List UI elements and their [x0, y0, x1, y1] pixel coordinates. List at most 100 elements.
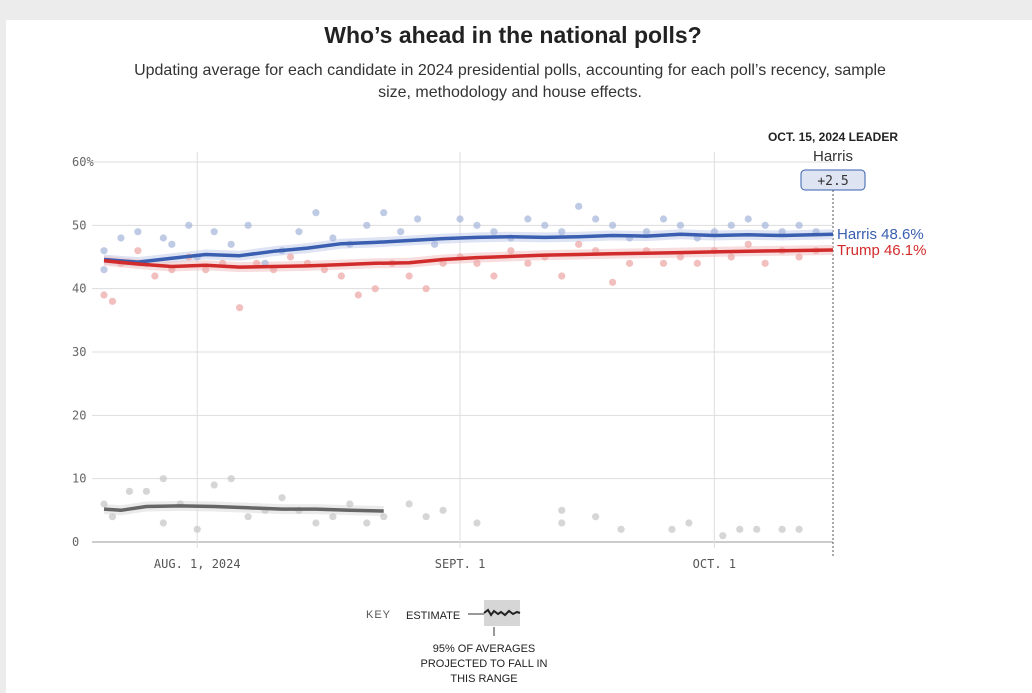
leader-margin-badge: [800, 169, 866, 191]
harris-poll-dot: [761, 221, 769, 229]
harris-poll-dot: [609, 221, 617, 229]
harris-poll-dot: [134, 228, 142, 236]
kennedy-poll-dot: [558, 506, 566, 514]
trump-poll-dot: [676, 253, 685, 261]
trump-poll-dot: [286, 253, 295, 261]
harris-poll-dot: [558, 228, 566, 236]
y-tick-label: 0: [72, 535, 79, 549]
harris-poll-dot: [676, 221, 685, 229]
x-tick-label: OCT. 1: [693, 557, 736, 571]
kennedy-poll-dot: [736, 525, 744, 533]
kennedy-poll-dot: [244, 513, 252, 521]
kennedy-trend-line: [103, 504, 384, 513]
leader-margin: +2.5: [817, 174, 848, 189]
kennedy-poll-dot: [439, 506, 447, 514]
kennedy-poll-dot: [312, 519, 320, 527]
harris-poll-dot: [168, 240, 176, 248]
harris-poll-dot: [473, 221, 481, 229]
kennedy-poll-dot: [346, 500, 354, 508]
kennedy-poll-dot: [753, 525, 761, 533]
kennedy-poll-dot: [473, 519, 481, 527]
kennedy-poll-dot: [210, 481, 218, 489]
trump-poll-dot: [354, 291, 362, 299]
trump-poll-dot: [422, 285, 430, 293]
y-tick-label: 50: [72, 218, 86, 232]
trump-poll-dot: [337, 272, 345, 280]
trump-poll-dot: [151, 272, 159, 280]
kennedy-poll-dot: [685, 519, 693, 527]
kennedy-poll-dot: [278, 494, 286, 502]
harris-poll-dot: [100, 266, 108, 274]
harris-poll-dot: [642, 228, 651, 236]
harris-poll-dot: [363, 221, 371, 229]
y-tick-label: 20: [72, 408, 86, 422]
harris-poll-dot: [414, 215, 422, 223]
trump-trend-line: [103, 248, 834, 269]
trump-poll-dot: [761, 259, 769, 267]
trump-poll-dot: [108, 297, 117, 305]
harris-band: [104, 229, 833, 268]
grid-layer: [92, 152, 834, 558]
harris-poll-dot: [659, 215, 668, 223]
y-tick-label: 10: [72, 472, 86, 486]
harris-end-label: Harris 48.6%: [837, 226, 924, 243]
harris-poll-dot: [490, 228, 498, 236]
kennedy-poll-dot: [719, 532, 727, 540]
harris-poll-dot: [210, 228, 218, 236]
key-range-line-3: THIS RANGE: [450, 673, 517, 685]
leader-box: OCT. 15, 2024 LEADER Harris +2.5: [768, 130, 898, 191]
page-subtitle: Updating average for each candidate in 2…: [134, 62, 886, 101]
harris-poll-dot: [430, 240, 439, 248]
trump-poll-dot: [744, 240, 752, 248]
trump-poll-dot: [625, 259, 634, 267]
harris-poll-dot: [575, 202, 583, 210]
key-range-line-1: 95% OF AVERAGES: [433, 643, 536, 655]
kennedy-poll-dot: [558, 519, 566, 527]
harris-poll-dot: [117, 234, 125, 242]
harris-poll-dot: [244, 221, 252, 229]
trump-poll-dot: [439, 259, 447, 267]
confidence-band-layer: [104, 229, 833, 516]
key-estimate-label: ESTIMATE: [406, 610, 460, 622]
chart-key: KEY ESTIMATE 95% OF AVERAGES PROJECTED T…: [366, 600, 548, 685]
kennedy-poll-dot: [363, 519, 371, 527]
harris-poll-dot: [397, 228, 405, 236]
trump-poll-dot: [100, 291, 108, 299]
trump-poll-dot: [236, 304, 244, 312]
kennedy-poll-dot: [125, 487, 134, 495]
trump-poll-dot: [659, 259, 668, 267]
harris-poll-dot: [456, 215, 464, 223]
harris-poll-dot: [795, 221, 803, 229]
trump-poll-dot: [134, 247, 142, 255]
trump-poll-dot: [693, 259, 701, 267]
kennedy-poll-dot: [405, 500, 413, 508]
kennedy-poll-dot: [617, 525, 625, 533]
trump-poll-dot: [575, 240, 583, 248]
page-title: Who’s ahead in the national polls?: [324, 22, 702, 48]
kennedy-poll-dot: [668, 525, 676, 533]
harris-poll-dot: [100, 247, 108, 255]
harris-poll-dot: [185, 221, 193, 229]
harris-poll-dot: [541, 221, 549, 229]
harris-trend-line: [103, 232, 834, 264]
kennedy-poll-dot: [142, 487, 150, 495]
kennedy-poll-dot: [778, 525, 786, 533]
kennedy-poll-dot: [108, 513, 117, 521]
harris-poll-dot: [710, 228, 718, 236]
trump-poll-dot: [405, 272, 413, 280]
harris-poll-dot: [295, 228, 303, 236]
harris-poll-dot: [159, 234, 167, 242]
trump-poll-dot: [524, 259, 532, 267]
poll-dots-layer: [100, 202, 820, 540]
chart-card: [6, 20, 1032, 693]
kennedy-poll-dot: [159, 519, 167, 527]
axis-labels-layer: 0 10 20 30 40 50 60% AUG. 1, 2024 SEPT. 1 OCT. 1 H…: [72, 155, 926, 571]
kennedy-poll-dot: [193, 525, 201, 533]
y-tick-label: 30: [72, 345, 86, 359]
harris-poll-dot: [380, 209, 388, 217]
trump-poll-dot: [490, 272, 498, 280]
leader-date-label: OCT. 15, 2024 LEADER: [768, 130, 898, 144]
kennedy-poll-dot: [795, 525, 803, 533]
harris-poll-dot: [592, 215, 600, 223]
leader-name: Harris: [813, 148, 853, 165]
